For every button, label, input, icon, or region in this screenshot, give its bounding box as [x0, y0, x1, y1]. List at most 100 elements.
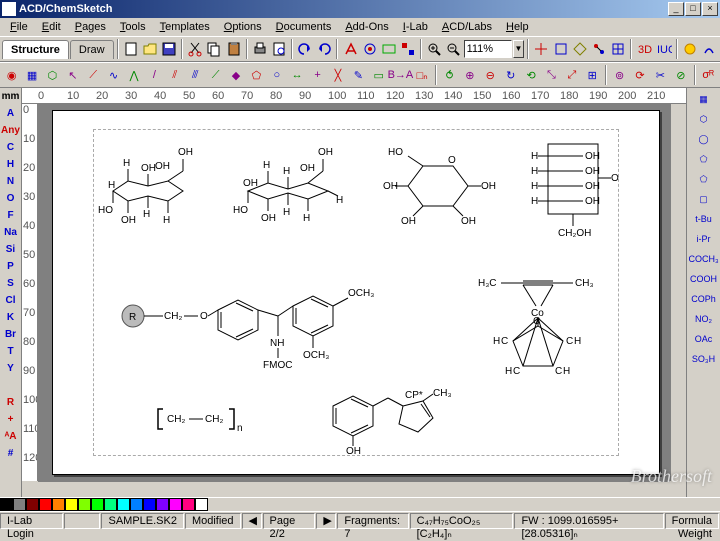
- left-pal-R[interactable]: R: [0, 394, 21, 411]
- tool2-18[interactable]: ▭: [369, 64, 388, 86]
- tool2-3[interactable]: ↖: [63, 64, 82, 86]
- structure-glucose-2[interactable]: OH H H HO OH H H OH H OH: [228, 141, 358, 234]
- right-pal-4[interactable]: ⬠: [689, 170, 719, 188]
- tool2-15[interactable]: +: [308, 64, 327, 86]
- color-swatch[interactable]: [143, 498, 156, 511]
- right-pal-8[interactable]: COCH₃: [689, 250, 719, 268]
- tool2-17[interactable]: ✎: [349, 64, 368, 86]
- right-pal-1[interactable]: ⬡: [689, 110, 719, 128]
- copy-button[interactable]: [205, 38, 223, 60]
- menu-i-lab[interactable]: I-Lab: [397, 20, 434, 34]
- tool-g-button[interactable]: [571, 38, 589, 60]
- maximize-button[interactable]: □: [685, 2, 701, 16]
- tool2-16[interactable]: ╳: [328, 64, 347, 86]
- close-button[interactable]: ×: [702, 2, 718, 16]
- tool2-5[interactable]: ∿: [104, 64, 123, 86]
- right-pal-6[interactable]: t-Bu: [689, 210, 719, 228]
- tool2-26[interactable]: ⟲: [521, 64, 540, 86]
- tool2-34[interactable]: ⊘: [671, 64, 690, 86]
- right-pal-5[interactable]: ▢: [689, 190, 719, 208]
- right-pal-2[interactable]: ◯: [689, 130, 719, 148]
- menu-add-ons[interactable]: Add-Ons: [339, 20, 394, 34]
- tool2-20[interactable]: □ₙ: [412, 64, 431, 86]
- color-swatch[interactable]: [169, 498, 182, 511]
- tool2-36[interactable]: σᴿ: [699, 64, 718, 86]
- right-pal-7[interactable]: i-Pr: [689, 230, 719, 248]
- menu-help[interactable]: Help: [500, 20, 535, 34]
- left-pal-Br[interactable]: Br: [0, 326, 21, 343]
- undo-button[interactable]: [296, 38, 314, 60]
- tool-j-button[interactable]: 3D: [635, 38, 653, 60]
- left-pal-C[interactable]: C: [0, 139, 21, 156]
- tool2-1[interactable]: ▦: [22, 64, 41, 86]
- tool-m-button[interactable]: [700, 38, 718, 60]
- new-button[interactable]: [122, 38, 140, 60]
- tab-draw[interactable]: Draw: [70, 40, 114, 59]
- menu-pages[interactable]: Pages: [69, 20, 112, 34]
- color-swatch[interactable]: [130, 498, 143, 511]
- paste-button[interactable]: [225, 38, 243, 60]
- zoom-out-button[interactable]: [444, 38, 462, 60]
- left-pal-mm[interactable]: mm: [0, 88, 21, 105]
- tool2-23[interactable]: ⊕: [460, 64, 479, 86]
- zoom-in-button[interactable]: [425, 38, 443, 60]
- left-pal-Y[interactable]: Y: [0, 360, 21, 377]
- left-pal-T[interactable]: T: [0, 343, 21, 360]
- left-pal-Si[interactable]: Si: [0, 241, 21, 258]
- tool-b-button[interactable]: [361, 38, 379, 60]
- menu-tools[interactable]: Tools: [114, 20, 152, 34]
- left-pal-Any[interactable]: Any: [0, 122, 21, 139]
- color-swatch[interactable]: [182, 498, 195, 511]
- right-pal-12[interactable]: OAc: [689, 330, 719, 348]
- menu-edit[interactable]: Edit: [36, 20, 67, 34]
- tool2-10[interactable]: ⟋: [206, 64, 225, 86]
- left-pal-P[interactable]: P: [0, 258, 21, 275]
- tool2-33[interactable]: ✂: [651, 64, 670, 86]
- tool-h-button[interactable]: [590, 38, 608, 60]
- scrollbar-horizontal[interactable]: [38, 481, 670, 497]
- minimize-button[interactable]: _: [668, 2, 684, 16]
- color-swatch[interactable]: [39, 498, 52, 511]
- left-pal-+[interactable]: +: [0, 411, 21, 428]
- tool-f-button[interactable]: [551, 38, 569, 60]
- left-pal-Na[interactable]: Na: [0, 224, 21, 241]
- color-swatch[interactable]: [52, 498, 65, 511]
- color-swatch[interactable]: [65, 498, 78, 511]
- structure-fmoc[interactable]: R CH₂ O OCH₃: [118, 266, 408, 379]
- tool2-4[interactable]: ⟋: [84, 64, 103, 86]
- tool2-7[interactable]: /: [145, 64, 164, 86]
- print-button[interactable]: [251, 38, 269, 60]
- tool2-19[interactable]: B→A: [389, 64, 411, 86]
- color-swatch[interactable]: [13, 498, 26, 511]
- structure-polymer[interactable]: CH₂ CH₂ n: [153, 401, 273, 444]
- right-pal-3[interactable]: ⬠: [689, 150, 719, 168]
- status-ilab[interactable]: I-Lab Login: [0, 513, 63, 529]
- tool2-12[interactable]: ⬠: [247, 64, 266, 86]
- right-pal-10[interactable]: COPh: [689, 290, 719, 308]
- tool2-2[interactable]: ⬡: [43, 64, 62, 86]
- menu-acd/labs[interactable]: ACD/Labs: [436, 20, 498, 34]
- structure-phenol[interactable]: OH CP* CH₃: [313, 386, 453, 459]
- zoom-dropdown[interactable]: ▼: [513, 40, 525, 58]
- preview-button[interactable]: [270, 38, 288, 60]
- left-pal-N[interactable]: N: [0, 173, 21, 190]
- left-pal-H[interactable]: H: [0, 156, 21, 173]
- tool-k-button[interactable]: IUCH: [654, 38, 672, 60]
- structure-pyranose[interactable]: HO O OH OH OH OH: [383, 141, 493, 234]
- tool2-8[interactable]: ⫽: [165, 64, 184, 86]
- tool2-6[interactable]: ⋀: [124, 64, 143, 86]
- right-pal-0[interactable]: ▦: [689, 90, 719, 108]
- open-button[interactable]: [141, 38, 159, 60]
- tool-c-button[interactable]: [380, 38, 398, 60]
- menu-options[interactable]: Options: [218, 20, 268, 34]
- left-pal-K[interactable]: K: [0, 309, 21, 326]
- left-pal-O[interactable]: O: [0, 190, 21, 207]
- color-swatch[interactable]: [78, 498, 91, 511]
- tool2-14[interactable]: ↔: [287, 64, 306, 86]
- left-pal-Cl[interactable]: Cl: [0, 292, 21, 309]
- color-swatch[interactable]: [195, 498, 208, 511]
- color-swatch[interactable]: [117, 498, 130, 511]
- right-pal-13[interactable]: SO₃H: [689, 350, 719, 368]
- tool2-0[interactable]: ◉: [2, 64, 21, 86]
- color-swatch[interactable]: [91, 498, 104, 511]
